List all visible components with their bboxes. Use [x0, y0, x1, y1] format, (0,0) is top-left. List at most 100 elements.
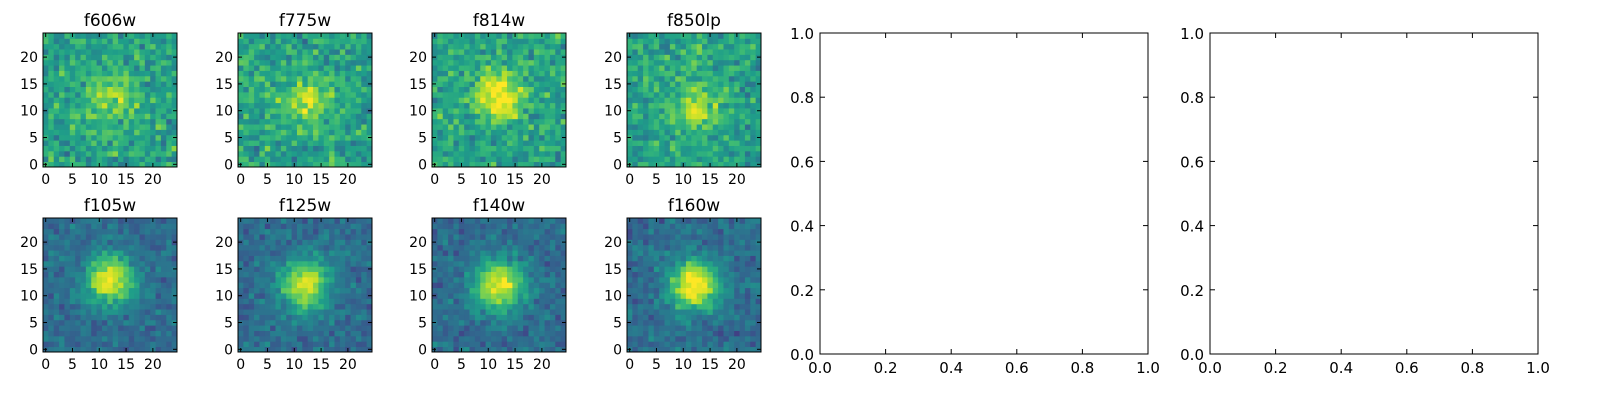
heatmap-cell — [544, 54, 551, 61]
heatmap-cell — [474, 86, 481, 93]
heatmap-cell — [539, 75, 545, 82]
heatmap-cell — [302, 309, 309, 315]
heatmap-cell — [275, 228, 282, 235]
heatmap-cell — [291, 129, 298, 136]
heatmap-cell — [59, 65, 65, 71]
heatmap-cell — [437, 33, 444, 39]
heatmap-cell — [669, 161, 676, 168]
heatmap-cell — [160, 145, 167, 152]
heatmap-cell — [643, 102, 649, 109]
heatmap-cell — [512, 97, 519, 104]
heatmap-cell — [739, 140, 746, 146]
heatmap-cell — [69, 113, 76, 120]
heatmap-cell — [442, 86, 449, 93]
heatmap-cell — [75, 271, 81, 278]
heatmap-cell — [707, 325, 714, 331]
heatmap-cell — [458, 255, 465, 262]
heatmap-cell — [160, 156, 167, 163]
heatmap-cell — [48, 54, 55, 61]
heatmap-cell — [707, 97, 714, 104]
heatmap-cell — [458, 75, 465, 82]
heatmap-cell — [48, 81, 55, 87]
heatmap-cell — [160, 223, 167, 230]
heatmap-cell — [355, 218, 362, 224]
heatmap-cell — [718, 298, 724, 305]
heatmap-cell — [750, 161, 757, 168]
heatmap-cell — [723, 54, 730, 61]
heatmap-cell — [653, 341, 660, 348]
heatmap-cell — [637, 330, 644, 337]
heatmap-cell — [675, 134, 681, 141]
heatmap-cell — [296, 124, 303, 130]
heatmap-cell — [270, 102, 276, 109]
heatmap-cell — [544, 75, 551, 82]
heatmap-cell — [533, 228, 540, 235]
heatmap-cell — [632, 124, 639, 130]
heatmap-cell — [80, 33, 87, 39]
heatmap-cell — [291, 282, 298, 289]
heatmap-cell — [685, 346, 692, 353]
heatmap-cell — [480, 282, 486, 289]
heatmap-cell — [707, 282, 714, 289]
heatmap-cell — [653, 330, 660, 337]
heatmap-cell — [302, 319, 309, 326]
heatmap-cell — [448, 54, 454, 61]
heatmap-cell — [75, 346, 81, 353]
heatmap-cell — [171, 250, 178, 256]
heatmap-cell — [723, 102, 730, 109]
heatmap-cell — [464, 330, 470, 337]
heatmap-cell — [723, 330, 730, 337]
heatmap-cell — [696, 70, 703, 77]
heatmap-cell — [134, 266, 140, 272]
heatmap-cell — [480, 54, 486, 61]
heatmap-cell — [134, 113, 140, 120]
heatmap-cell — [345, 293, 351, 299]
heatmap-cell — [280, 70, 287, 77]
heatmap-cell — [442, 145, 449, 152]
heatmap-cell — [53, 129, 60, 136]
heatmap-cell — [539, 54, 545, 61]
heatmap-cell — [243, 81, 250, 87]
heatmap-cell — [627, 129, 633, 136]
heatmap-cell — [485, 228, 492, 235]
heatmap-cell — [345, 303, 351, 310]
heatmap-cell — [659, 346, 665, 353]
heatmap-cell — [355, 134, 362, 141]
heatmap-cell — [80, 303, 87, 310]
heatmap-cell — [264, 335, 271, 342]
heatmap-cell — [712, 309, 719, 315]
heatmap-cell — [474, 319, 481, 326]
heatmap-cell — [118, 134, 124, 141]
heatmap-cell — [533, 161, 540, 168]
heatmap-cell — [664, 33, 671, 39]
heatmap-cell — [270, 276, 276, 283]
heatmap-cell — [437, 91, 444, 98]
heatmap-cell — [490, 140, 497, 146]
heatmap-cell — [112, 287, 119, 294]
heatmap-cell — [48, 250, 55, 256]
heatmap-cell — [323, 250, 330, 256]
heatmap-cell — [171, 145, 178, 152]
heatmap-cell — [437, 113, 444, 120]
heatmap-cell — [254, 250, 260, 256]
heatmap-cell — [118, 293, 124, 299]
heatmap-cell — [512, 134, 519, 141]
heatmap-cell — [296, 75, 303, 82]
heatmap-cell — [64, 341, 71, 348]
heatmap-cell — [675, 303, 681, 310]
heatmap-cell — [264, 124, 271, 130]
heatmap-cell — [442, 319, 449, 326]
heatmap-cell — [485, 38, 492, 45]
heatmap-cell — [275, 314, 282, 321]
heatmap-cell — [453, 118, 460, 125]
heatmap-cell — [750, 108, 757, 114]
heatmap-cell — [128, 309, 135, 315]
heatmap-cell — [675, 91, 681, 98]
heatmap-cell — [659, 86, 665, 93]
heatmap-cell — [64, 124, 71, 130]
heatmap-cell — [637, 266, 644, 272]
heatmap-cell — [544, 266, 551, 272]
heatmap-cell — [238, 325, 244, 331]
heatmap-cell — [350, 43, 357, 50]
heatmap-cell — [238, 145, 244, 152]
